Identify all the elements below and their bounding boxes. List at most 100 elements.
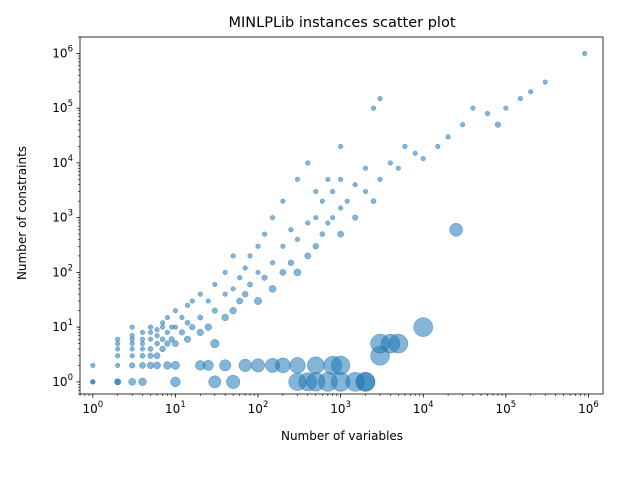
data-point bbox=[147, 346, 154, 352]
data-point bbox=[147, 352, 154, 359]
data-point bbox=[279, 269, 287, 276]
data-point bbox=[517, 96, 523, 102]
data-point bbox=[280, 243, 286, 249]
x-tick-label: 103 bbox=[330, 400, 351, 416]
data-point bbox=[90, 362, 96, 368]
data-point bbox=[288, 227, 294, 233]
data-point bbox=[275, 357, 291, 374]
data-point bbox=[205, 298, 211, 304]
data-point bbox=[160, 324, 166, 330]
data-point bbox=[183, 335, 191, 343]
data-point bbox=[153, 352, 161, 360]
data-point bbox=[164, 314, 170, 321]
data-point bbox=[420, 156, 426, 162]
data-point bbox=[212, 281, 218, 288]
y-tick-label: 104 bbox=[52, 154, 73, 170]
data-point bbox=[146, 361, 155, 369]
data-point bbox=[338, 205, 344, 211]
data-point bbox=[542, 79, 548, 85]
plot-area: 100 101 102 103 104 105 106 100 101 102 103 104 105 1… bbox=[52, 36, 604, 416]
y-tick-label: 100 bbox=[52, 373, 73, 389]
data-point bbox=[154, 327, 160, 333]
y-tick-label: 106 bbox=[52, 44, 73, 60]
data-point bbox=[189, 298, 195, 304]
data-point bbox=[139, 329, 146, 335]
y-tick-label: 103 bbox=[52, 209, 73, 225]
data-point bbox=[352, 182, 358, 188]
data-point bbox=[331, 355, 351, 375]
data-point bbox=[168, 336, 175, 343]
data-point bbox=[255, 269, 261, 275]
data-point bbox=[178, 329, 185, 336]
data-point bbox=[164, 329, 170, 335]
data-point bbox=[413, 317, 433, 337]
data-point bbox=[280, 198, 286, 204]
data-point bbox=[325, 176, 331, 182]
data-point bbox=[270, 260, 276, 266]
data-point bbox=[293, 268, 302, 277]
data-point bbox=[139, 362, 146, 369]
data-point bbox=[484, 110, 491, 117]
y-axis-title: Number of constraints bbox=[15, 146, 29, 280]
data-point bbox=[236, 297, 244, 305]
data-point bbox=[184, 320, 191, 326]
data-point bbox=[387, 160, 393, 166]
data-point bbox=[154, 340, 160, 347]
data-point bbox=[338, 176, 344, 182]
data-point bbox=[470, 105, 476, 111]
data-point bbox=[338, 143, 344, 150]
data-point bbox=[230, 253, 236, 259]
data-point bbox=[330, 189, 336, 195]
data-point bbox=[230, 286, 236, 292]
data-point bbox=[115, 336, 121, 342]
data-point bbox=[503, 105, 509, 111]
data-point bbox=[370, 105, 377, 111]
data-point bbox=[172, 308, 178, 314]
data-point bbox=[312, 243, 319, 250]
data-point bbox=[395, 165, 401, 171]
data-point bbox=[377, 176, 383, 182]
data-point bbox=[412, 150, 418, 156]
data-point bbox=[582, 50, 588, 57]
data-point bbox=[197, 291, 203, 297]
data-point bbox=[139, 346, 146, 352]
data-point bbox=[179, 314, 185, 321]
data-point bbox=[294, 176, 300, 182]
y-tick-label: 101 bbox=[52, 318, 73, 334]
data-point bbox=[189, 324, 196, 331]
data-point bbox=[362, 189, 369, 195]
data-point bbox=[377, 96, 383, 102]
data-point bbox=[153, 361, 161, 370]
x-tick-label: 105 bbox=[495, 400, 516, 416]
data-point bbox=[255, 243, 261, 249]
data-point bbox=[435, 143, 441, 150]
data-point bbox=[196, 328, 204, 337]
data-point bbox=[129, 333, 135, 339]
data-point bbox=[139, 352, 146, 359]
data-point bbox=[268, 285, 277, 293]
x-tick-label: 104 bbox=[413, 400, 434, 416]
data-point bbox=[115, 353, 121, 359]
data-point bbox=[352, 214, 359, 221]
data-point bbox=[313, 215, 319, 221]
data-point bbox=[197, 314, 204, 321]
data-point bbox=[294, 236, 300, 242]
data-point bbox=[147, 324, 154, 330]
data-point bbox=[147, 336, 154, 342]
data-point bbox=[306, 356, 325, 375]
data-point bbox=[139, 341, 146, 347]
data-point bbox=[128, 378, 137, 386]
data-point bbox=[238, 358, 252, 372]
data-point bbox=[114, 378, 121, 386]
data-point bbox=[154, 333, 160, 339]
data-point bbox=[262, 231, 268, 237]
data-point bbox=[402, 143, 408, 150]
data-point bbox=[370, 198, 377, 204]
y-tick-label: 102 bbox=[52, 263, 73, 279]
data-point bbox=[362, 165, 369, 171]
data-point bbox=[325, 220, 331, 226]
data-point bbox=[330, 215, 336, 221]
chart-title: MINLPLib instances scatter plot bbox=[228, 15, 455, 31]
data-point bbox=[388, 333, 409, 354]
